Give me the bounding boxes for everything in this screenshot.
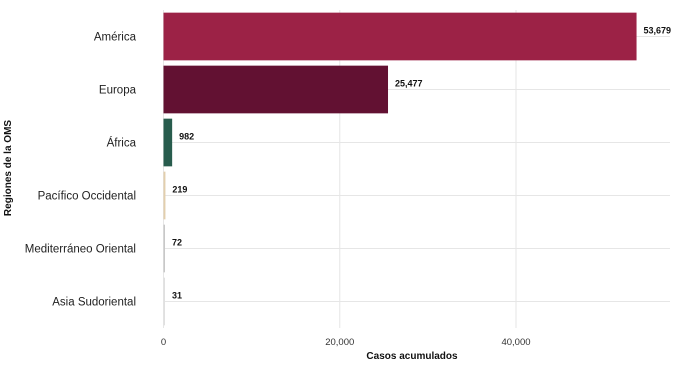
category-labels: América Europa África Pacífico Occidental Me… (25, 32, 137, 309)
bars (163, 12, 637, 326)
bar (163, 277, 165, 326)
bar (163, 171, 166, 220)
x-tick-label: 40,000 (501, 337, 530, 348)
category-label: África (107, 137, 137, 150)
data-label: 72 (172, 238, 182, 248)
bar (163, 118, 173, 167)
x-tick-label: 20,000 (325, 337, 354, 348)
data-label: 982 (179, 132, 194, 142)
y-axis-title: Regiones de la OMS (3, 120, 14, 216)
data-label: 219 (172, 185, 187, 195)
data-label: 25,477 (395, 79, 423, 89)
category-label: Mediterráneo Oriental (25, 244, 136, 256)
category-label: Europa (99, 85, 137, 97)
bar (163, 65, 389, 114)
x-tick-labels: 0 20,000 40,000 (161, 337, 531, 348)
x-axis-title: Casos acumulados (366, 351, 458, 362)
bar (163, 12, 637, 61)
category-label: Asia Sudoriental (52, 297, 136, 309)
category-label: Pacífico Occidental (38, 191, 136, 203)
data-label: 31 (172, 291, 182, 301)
data-label: 53,679 (644, 26, 672, 36)
category-label: América (94, 32, 137, 44)
data-labels: 53,679 25,477 982 219 72 31 (172, 26, 671, 301)
bar (163, 224, 165, 273)
x-tick-label: 0 (161, 337, 166, 348)
